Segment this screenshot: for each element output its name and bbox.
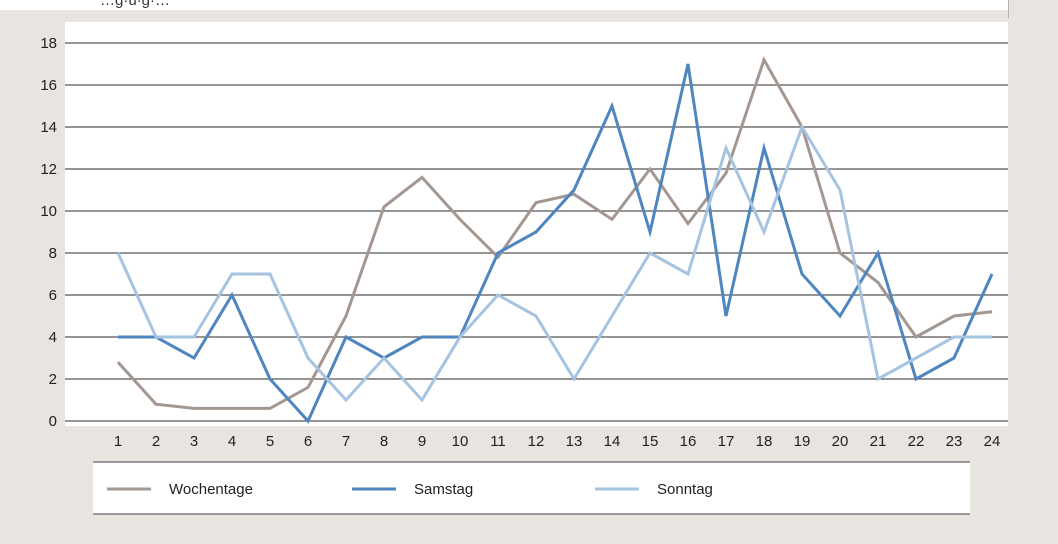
x-axis: 1 2 3 4 5 6 7 8 9 10 11 12 13 14 15 16 17 18 19 20 21 22 23 24 [114, 433, 1001, 450]
series-line-wochentage [116, 56, 993, 410]
x-tick-label: 10 [452, 433, 469, 450]
x-tick-label: 23 [946, 433, 963, 450]
x-tick-label: 18 [756, 433, 773, 450]
x-tick-label: 20 [832, 433, 849, 450]
x-tick-label: 7 [342, 433, 350, 450]
y-tick-label: 10 [40, 203, 57, 220]
y-tick-label: 14 [40, 119, 57, 136]
x-tick-label: 14 [604, 433, 621, 450]
series-line-sonntag [116, 123, 992, 403]
x-tick-label: 2 [152, 433, 160, 450]
y-tick-label: 18 [40, 35, 57, 52]
plot-area [65, 22, 1008, 426]
top-caption: …g·ü·g·… [100, 0, 171, 9]
y-axis: 0 2 4 6 8 10 12 14 16 18 [40, 35, 57, 430]
x-tick-label: 16 [680, 433, 697, 450]
x-tick-label: 21 [870, 433, 887, 450]
divider [1008, 0, 1009, 18]
series-line-samstag [118, 63, 994, 424]
x-tick-label: 9 [418, 433, 426, 450]
x-tick-label: 22 [908, 433, 925, 450]
legend-label: Samstag [414, 481, 473, 498]
x-tick-label: 8 [380, 433, 388, 450]
x-tick-label: 13 [566, 433, 583, 450]
y-tick-label: 16 [40, 77, 57, 94]
y-tick-label: 8 [49, 245, 57, 262]
y-tick-label: 0 [49, 413, 57, 430]
x-tick-label: 11 [490, 433, 506, 450]
y-tick-label: 6 [49, 287, 57, 304]
series-lines [116, 56, 994, 424]
x-tick-label: 5 [266, 433, 274, 450]
legend-label: Wochentage [169, 481, 253, 498]
legend-label: Sonntag [657, 481, 713, 498]
x-tick-label: 4 [228, 433, 236, 450]
x-tick-label: 6 [304, 433, 312, 450]
top-bar: …g·ü·g·… [0, 0, 1008, 10]
x-tick-label: 15 [642, 433, 659, 450]
y-tick-label: 4 [49, 329, 57, 346]
y-tick-label: 12 [40, 161, 57, 178]
x-tick-label: 24 [984, 433, 1001, 450]
x-tick-label: 3 [190, 433, 198, 450]
legend: Wochentage Samstag Sonntag [107, 481, 713, 498]
x-tick-label: 1 [114, 433, 122, 450]
x-tick-label: 12 [528, 433, 545, 450]
x-tick-label: 17 [718, 433, 735, 450]
y-tick-label: 2 [49, 371, 57, 388]
grid [65, 42, 1008, 422]
legend-box [93, 462, 970, 514]
x-tick-label: 19 [794, 433, 811, 450]
